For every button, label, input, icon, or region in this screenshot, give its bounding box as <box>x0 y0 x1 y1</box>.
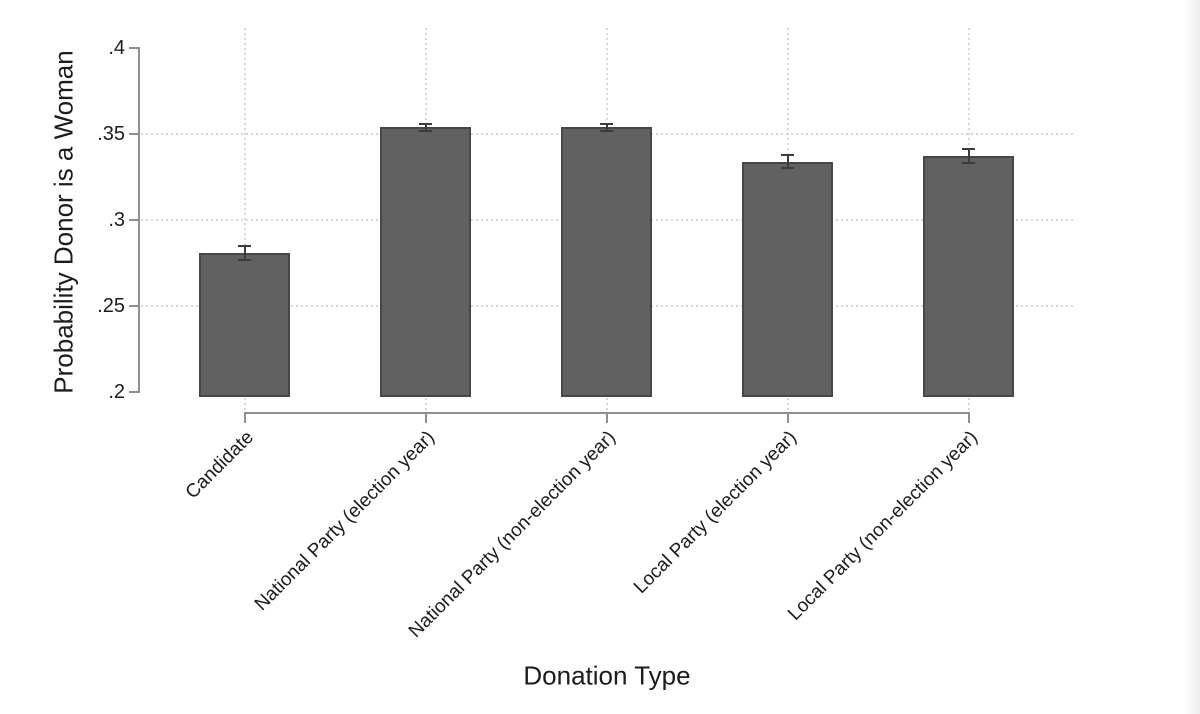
x-axis-title: Donation Type <box>523 660 691 691</box>
bar <box>561 127 652 397</box>
bar <box>742 161 833 397</box>
x-axis <box>243 412 970 414</box>
y-axis <box>138 47 140 393</box>
error-bar-cap-bottom <box>600 129 613 132</box>
error-bar-cap-top <box>962 148 975 151</box>
x-tick <box>967 412 970 423</box>
y-tick-label: .3 <box>108 209 125 231</box>
bar <box>380 127 471 397</box>
error-bar-cap-bottom <box>781 167 794 170</box>
y-tick <box>129 219 138 221</box>
error-bar-cap-top <box>238 244 251 247</box>
y-tick-label: .25 <box>97 295 125 317</box>
y-tick <box>129 47 138 49</box>
y-axis-title: Probability Donor is a Woman <box>48 50 79 394</box>
error-bar-cap-bottom <box>419 129 432 132</box>
x-tick <box>605 412 608 423</box>
y-tick-label: .2 <box>108 381 125 403</box>
bar <box>199 252 290 397</box>
x-tick <box>424 412 427 423</box>
x-tick <box>786 412 789 423</box>
error-bar-cap-bottom <box>238 258 251 261</box>
error-bar <box>786 154 789 169</box>
error-bar <box>605 123 608 131</box>
error-bar <box>967 149 970 164</box>
y-tick <box>129 133 138 135</box>
y-tick-label: .35 <box>97 123 125 145</box>
error-bar <box>243 245 246 260</box>
error-bar-cap-top <box>419 122 432 125</box>
error-bar-cap-bottom <box>962 162 975 165</box>
y-tick <box>129 391 138 393</box>
error-bar <box>424 123 427 131</box>
error-bar-cap-top <box>600 122 613 125</box>
y-tick-label: .4 <box>108 37 125 59</box>
gridline-v <box>243 28 246 410</box>
bar <box>923 156 1014 397</box>
error-bar-cap-top <box>781 153 794 156</box>
x-tick <box>243 412 246 423</box>
y-tick <box>129 305 138 307</box>
